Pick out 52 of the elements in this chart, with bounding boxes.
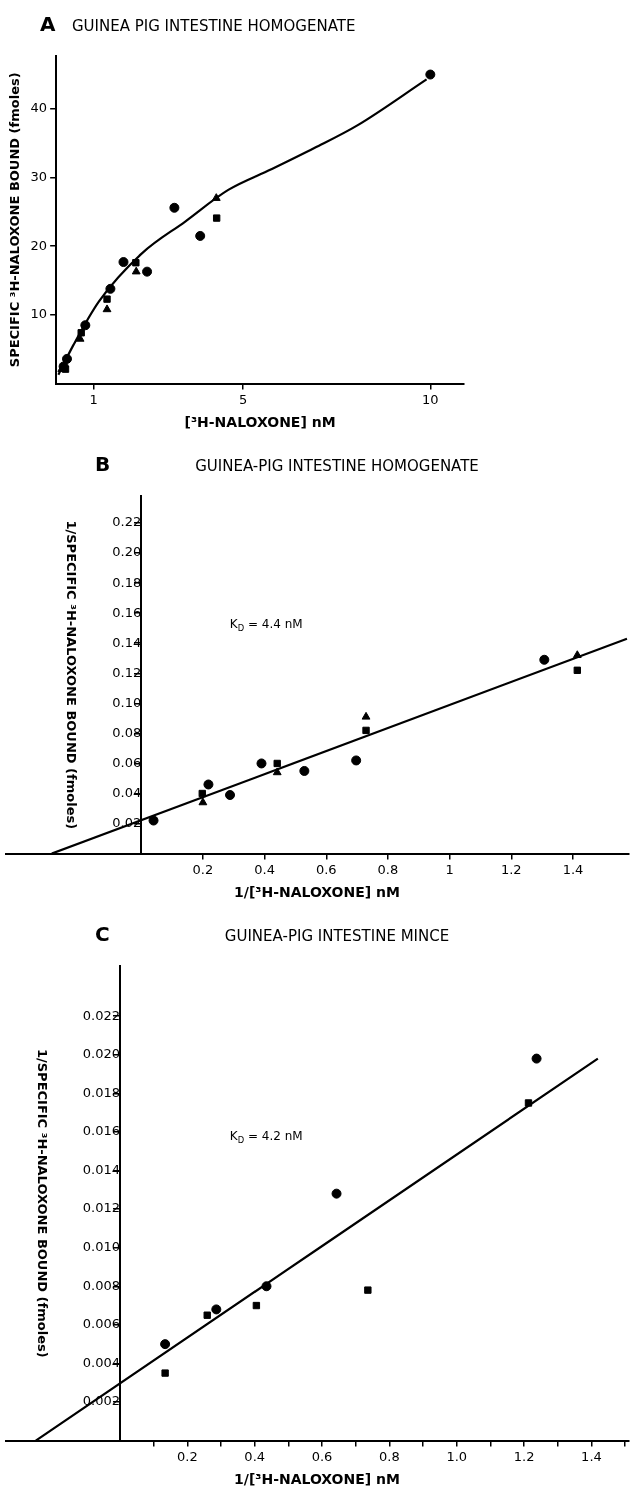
x-tick-label: 1 [89, 391, 98, 407]
y-tick-label: 0.018 [82, 1084, 120, 1100]
x-tick-label: 0.8 [379, 1448, 400, 1464]
y-tick-label: 0.08 [112, 724, 142, 740]
y-axis-title: SPECIFIC ³H-NALOXONE BOUND (fmoles) [7, 72, 23, 368]
chart-title: GUINEA PIG INTESTINE HOMOGENATE [72, 16, 356, 35]
x-tick-label: 10 [422, 391, 439, 407]
y-tick-label: 0.004 [82, 1354, 120, 1370]
y-tick-label: 0.22 [112, 514, 142, 530]
y-tick-label: 0.022 [82, 1007, 120, 1023]
x-tick-label: 1.4 [562, 861, 584, 877]
x-tick-label: 0.4 [254, 861, 275, 877]
y-tick-label: 0.14 [112, 634, 142, 650]
y-tick-label: 0.10 [112, 694, 142, 710]
y-tick-label: 0.014 [82, 1161, 120, 1177]
y-tick-label: 0.010 [82, 1239, 120, 1255]
chart-title: GUINEA-PIG INTESTINE HOMOGENATE [195, 456, 479, 475]
y-tick-label: 0.06 [112, 754, 142, 770]
y-axis-title: 1/SPECIFIC ³H-NALOXONE BOUND (fmoles) [34, 1048, 50, 1358]
y-tick-label: 10 [30, 306, 48, 322]
chart-title: GUINEA-PIG INTESTINE MINCE [224, 926, 450, 945]
y-tick-label: 20 [30, 237, 48, 253]
x-tick-label: 1.4 [581, 1448, 602, 1464]
text: A [40, 12, 56, 37]
text: B [95, 452, 111, 477]
y-tick-label: 40 [30, 100, 48, 116]
y-tick-label: 0.12 [112, 664, 142, 680]
x-axis-title: [³H-NALOXONE] nM [184, 414, 336, 431]
x-tick-label: 1 [445, 861, 454, 877]
x-tick-label: 1.2 [513, 1448, 535, 1464]
text: C [95, 922, 110, 947]
x-tick-label: 0.2 [192, 861, 214, 877]
x-axis-title: 1/[³H-NALOXONE] nM [234, 1471, 400, 1488]
y-tick-label: 0.04 [112, 784, 142, 800]
x-axis-title: 1/[³H-NALOXONE] nM [234, 884, 400, 901]
x-tick-label: 1.2 [500, 861, 522, 877]
x-tick-label: 0.4 [244, 1448, 266, 1464]
y-tick-label: 30 [30, 168, 48, 184]
x-tick-label: 1.0 [446, 1448, 468, 1464]
y-tick-label: 0.006 [82, 1316, 120, 1332]
y-tick-label: 0.020 [82, 1046, 120, 1062]
x-tick-label: 0.2 [177, 1448, 198, 1464]
y-axis-title: 1/SPECIFIC ³H-NALOXONE BOUND (fmoles) [64, 520, 80, 830]
y-tick-label: 0.20 [112, 544, 142, 560]
y-tick-label: 0.18 [112, 574, 142, 590]
x-tick-label: 0.6 [315, 861, 337, 877]
y-tick-label: 0.016 [82, 1123, 120, 1139]
x-tick-label: 5 [239, 391, 248, 407]
x-tick-label: 0.6 [311, 1448, 333, 1464]
y-tick-label: 0.008 [82, 1277, 120, 1293]
y-tick-label: 0.012 [82, 1200, 120, 1216]
x-tick-label: 0.8 [377, 861, 399, 877]
